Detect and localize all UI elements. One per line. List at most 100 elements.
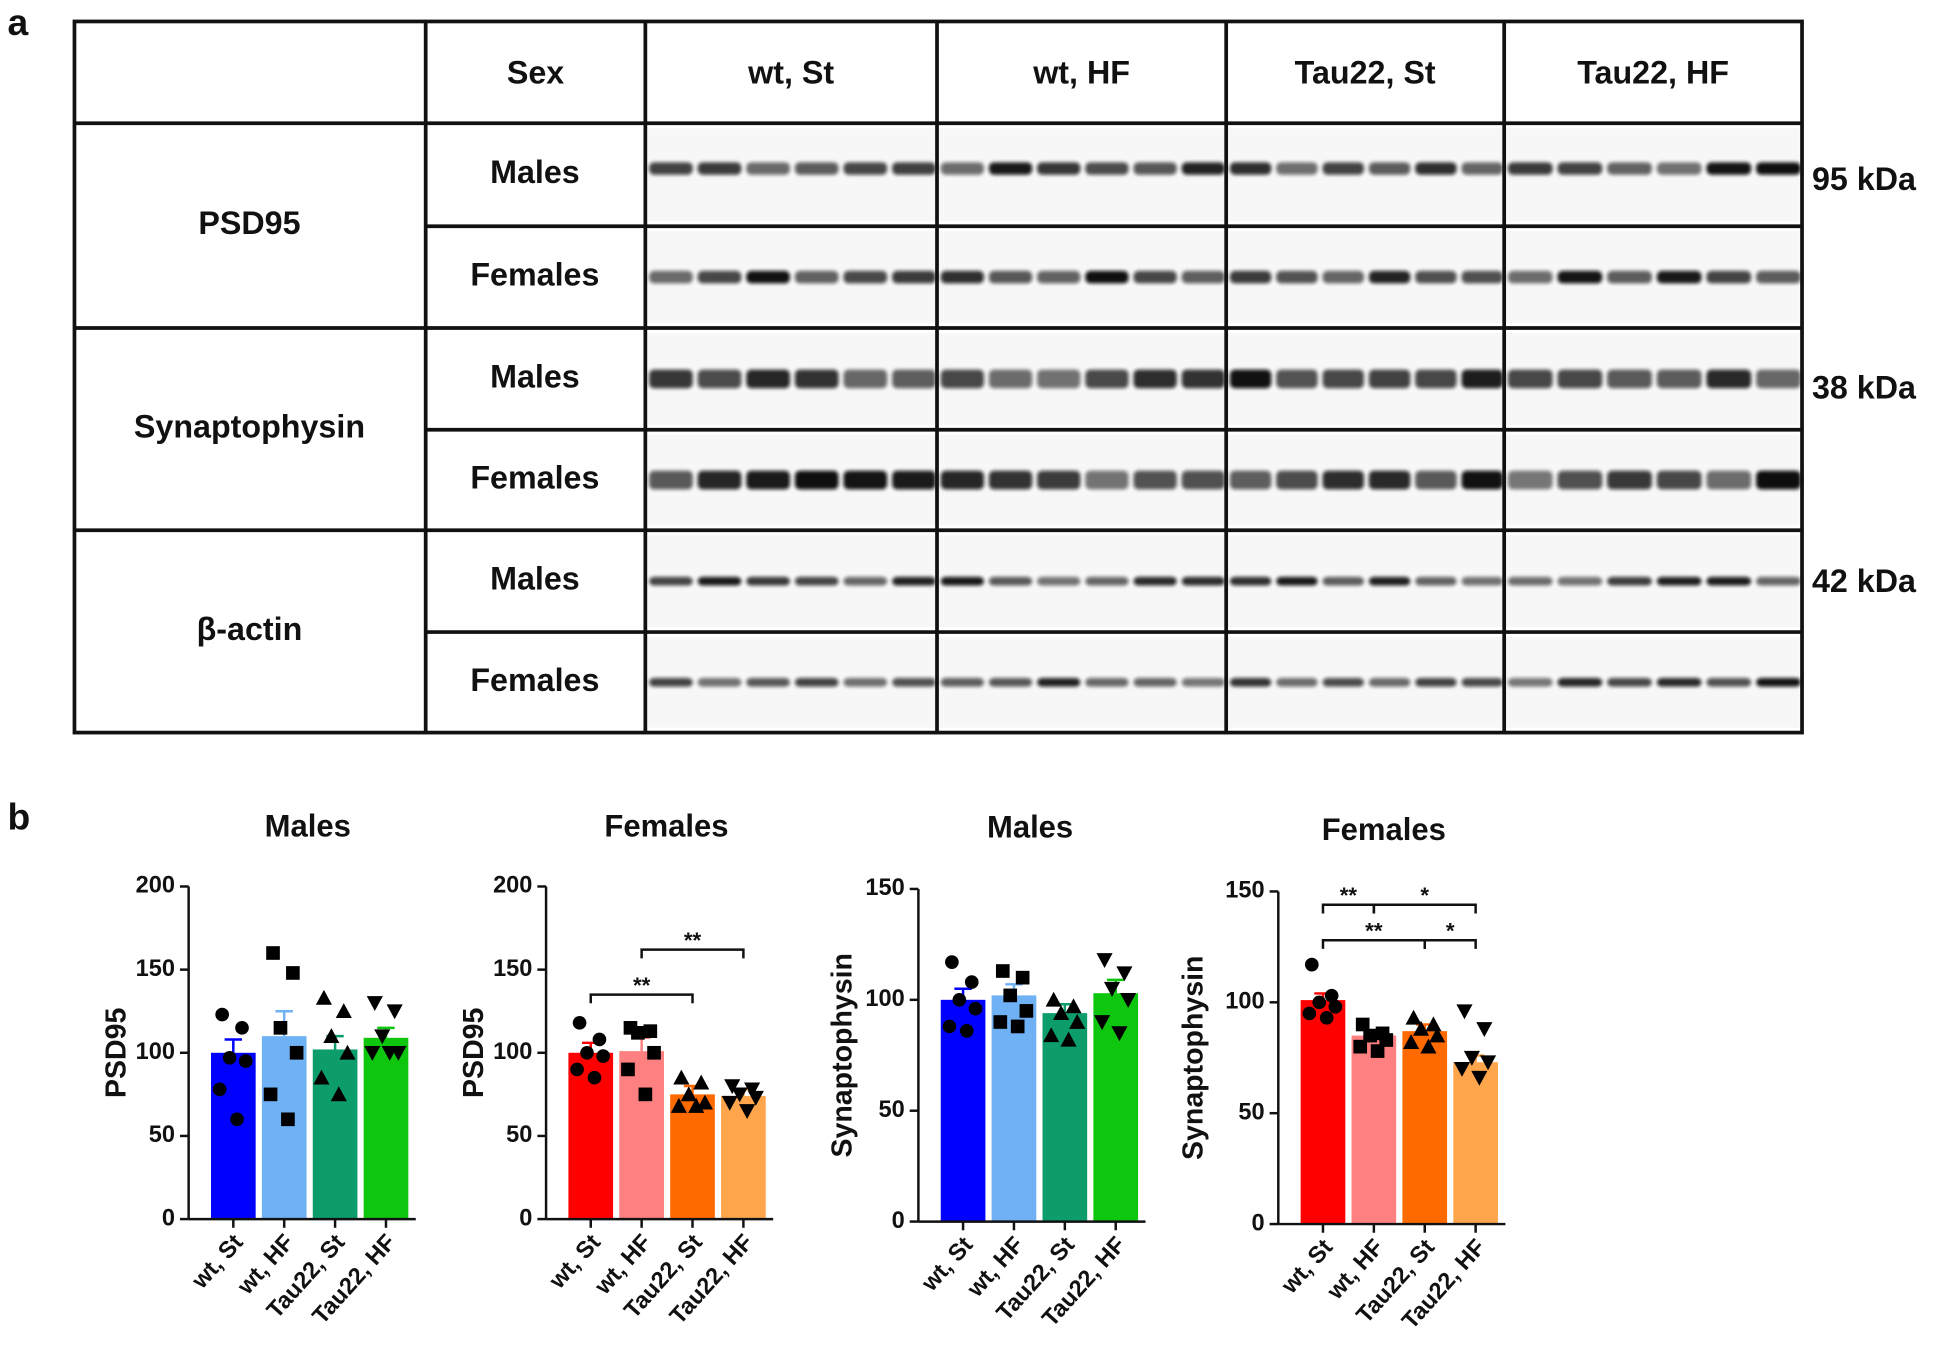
data-point (1120, 993, 1137, 1008)
blot-band (1507, 369, 1553, 389)
y-tick-label: 150 (493, 955, 532, 981)
y-tick-label: 200 (136, 872, 175, 898)
data-point (731, 1087, 748, 1103)
data-point (1060, 1031, 1077, 1047)
blot-band (1322, 369, 1364, 389)
blot-band (1507, 677, 1553, 687)
blot-band (843, 576, 888, 586)
blot-band (1276, 576, 1318, 586)
blot-band (1607, 677, 1652, 687)
data-point (1370, 1044, 1385, 1058)
data-point (281, 1112, 295, 1127)
blot-band (1461, 162, 1503, 175)
data-point (1405, 1009, 1422, 1025)
blot-band (1133, 369, 1177, 389)
data-point (1010, 1019, 1025, 1034)
y-tick-label: 0 (519, 1204, 532, 1230)
blot-band (1037, 270, 1081, 284)
data-point (1324, 988, 1339, 1003)
data-point (1479, 1055, 1497, 1071)
blot-band (1368, 162, 1411, 175)
blot-band (1756, 677, 1801, 687)
bar (1351, 1035, 1397, 1225)
blot-band (794, 270, 839, 284)
data-point (286, 966, 300, 980)
blot-band (892, 677, 936, 687)
blot-band (746, 270, 790, 284)
chart-title: Females (604, 808, 728, 843)
blot-band (1322, 576, 1364, 586)
blot-band (1706, 270, 1752, 284)
blot-band (1607, 470, 1652, 490)
blot-band (1607, 270, 1652, 284)
y-tick-label: 100 (1225, 988, 1264, 1014)
blot-band (892, 162, 936, 175)
blot-band (1181, 162, 1225, 175)
blot-band (843, 162, 888, 175)
column-header: Tau22, HF (1577, 54, 1729, 90)
data-point (230, 1112, 244, 1127)
data-point (212, 1082, 227, 1097)
blot-band (843, 270, 888, 284)
data-point (235, 1021, 249, 1035)
data-point (744, 1082, 761, 1098)
data-point (739, 1104, 756, 1120)
blot-band (940, 270, 984, 284)
blot-band (1276, 369, 1318, 389)
blot-band (1368, 270, 1411, 284)
blot-band (1461, 270, 1503, 284)
blot-images (647, 128, 1801, 728)
data-point (1476, 1022, 1493, 1037)
bar (210, 1052, 256, 1220)
data-point (596, 1049, 610, 1063)
data-point (1015, 970, 1030, 985)
blot-band (746, 576, 790, 586)
blot-band (1133, 576, 1177, 586)
data-point (215, 1007, 229, 1022)
blot-band (1756, 470, 1801, 490)
significance-label: ** (1340, 883, 1358, 908)
data-point (1053, 1005, 1070, 1020)
data-point (1304, 957, 1319, 972)
data-point (222, 1050, 237, 1065)
data-point (366, 996, 383, 1011)
blot-band (843, 470, 888, 490)
error-bar (224, 1038, 243, 1053)
data-point (696, 1094, 713, 1110)
data-point (313, 1069, 330, 1085)
y-tick-label: 0 (162, 1204, 175, 1230)
data-point (995, 964, 1010, 978)
blot-band (649, 270, 693, 284)
data-point (1353, 1039, 1368, 1054)
data-point (381, 1045, 398, 1061)
blot-band (1756, 270, 1801, 284)
blot-band (1229, 576, 1272, 586)
data-point (374, 1029, 391, 1045)
bar (1402, 1031, 1448, 1225)
sex-label: Females (470, 257, 599, 293)
bar (670, 1094, 715, 1220)
data-point (673, 1069, 690, 1085)
blot-table: Sex wt, St wt, HF Tau22, St Tau22, HF PSD95 Ma… (72, 19, 1917, 735)
column-header: wt, HF (1032, 54, 1130, 90)
blot-band (1085, 677, 1129, 687)
blot-band (892, 270, 936, 284)
significance-bracket (640, 948, 745, 959)
data-point (1363, 1028, 1377, 1043)
blot-band (1037, 369, 1081, 389)
data-point (647, 1045, 661, 1060)
blot-band (1607, 369, 1652, 389)
significance-label: ** (684, 928, 702, 953)
data-point (323, 1028, 340, 1043)
blot-band (1706, 677, 1752, 687)
blot-band (746, 162, 790, 175)
sex-label: Females (470, 460, 599, 496)
data-point (335, 1003, 352, 1019)
data-point (670, 1097, 687, 1113)
data-point (570, 1062, 584, 1077)
blot-band (892, 576, 936, 586)
